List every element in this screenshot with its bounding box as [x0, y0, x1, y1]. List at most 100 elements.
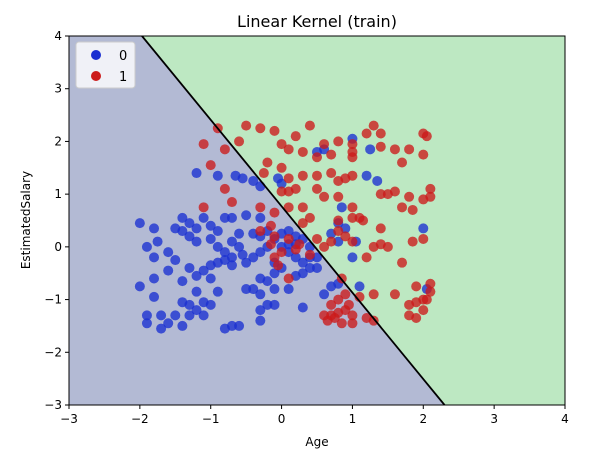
point-class-1: [255, 123, 266, 134]
point-class-1: [312, 152, 322, 163]
point-class-0: [234, 241, 245, 252]
point-class-0: [333, 236, 344, 247]
point-class-0: [205, 273, 216, 284]
point-class-0: [226, 260, 237, 271]
y-tick-label: 2: [54, 134, 62, 148]
point-class-0: [170, 255, 181, 266]
point-class-0: [255, 289, 266, 300]
point-class-1: [283, 273, 294, 284]
point-class-1: [273, 260, 284, 271]
y-tick-label: −1: [44, 293, 62, 307]
point-class-1: [326, 299, 337, 310]
point-class-0: [205, 299, 216, 310]
point-class-1: [297, 170, 308, 181]
point-class-1: [368, 120, 379, 131]
y-tick-label: −2: [44, 345, 62, 359]
point-class-1: [269, 231, 280, 242]
point-class-1: [347, 152, 358, 163]
x-tick-label: −3: [60, 412, 78, 426]
point-class-1: [290, 131, 301, 142]
point-class-1: [397, 257, 408, 268]
x-tick-label: 0: [278, 412, 286, 426]
point-class-0: [241, 257, 252, 268]
x-tick-label: −2: [131, 412, 149, 426]
point-class-0: [219, 255, 230, 266]
point-class-0: [163, 318, 174, 329]
point-class-1: [326, 236, 337, 247]
legend-label-class-0: 0: [119, 49, 127, 64]
point-class-1: [276, 139, 287, 150]
point-class-1: [407, 204, 418, 215]
point-class-0: [191, 305, 202, 316]
point-class-1: [283, 144, 294, 155]
x-tick-label: 3: [490, 412, 498, 426]
point-class-1: [297, 218, 308, 229]
point-class-1: [340, 231, 351, 242]
point-class-0: [297, 257, 308, 268]
plot-frame: [68, 35, 566, 406]
point-class-0: [248, 175, 259, 186]
point-class-1: [304, 120, 315, 131]
point-class-1: [258, 168, 269, 179]
point-class-1: [347, 310, 358, 321]
point-class-1: [265, 220, 276, 231]
point-class-0: [141, 318, 152, 329]
point-class-0: [184, 310, 195, 321]
y-axis-label: EstimatedSalary: [19, 171, 33, 269]
point-class-1: [425, 286, 436, 297]
point-class-0: [205, 233, 216, 244]
point-class-0: [152, 236, 163, 247]
y-tick-label: 1: [54, 187, 62, 201]
point-class-0: [163, 247, 174, 258]
point-class-1: [283, 173, 294, 184]
point-class-1: [361, 128, 372, 139]
point-class-1: [340, 289, 351, 300]
point-class-0: [276, 178, 287, 189]
point-class-0: [336, 202, 347, 213]
point-class-1: [265, 239, 276, 250]
point-class-1: [255, 202, 266, 213]
point-class-1: [326, 168, 337, 179]
point-class-0: [184, 231, 195, 242]
point-class-1: [347, 212, 358, 223]
point-class-1: [375, 141, 386, 152]
point-class-1: [304, 212, 315, 223]
point-class-1: [333, 175, 344, 186]
point-class-1: [389, 144, 400, 155]
point-class-1: [297, 202, 308, 213]
point-class-1: [333, 136, 344, 147]
point-class-1: [205, 160, 216, 171]
point-class-0: [255, 315, 266, 326]
x-tick-label: 2: [419, 412, 427, 426]
x-tick-label: 4: [561, 412, 569, 426]
point-class-1: [347, 318, 358, 329]
point-class-1: [418, 149, 429, 160]
point-class-1: [269, 252, 280, 263]
point-class-1: [368, 289, 379, 300]
point-class-1: [347, 170, 358, 181]
point-class-1: [255, 226, 266, 237]
point-class-1: [319, 310, 330, 321]
point-class-1: [326, 149, 337, 160]
point-class-1: [226, 197, 237, 208]
point-class-1: [375, 128, 386, 139]
point-class-1: [333, 191, 344, 202]
point-class-0: [372, 175, 383, 186]
legend: 0 1: [75, 41, 136, 89]
point-class-1: [336, 318, 347, 329]
point-class-1: [283, 233, 294, 244]
point-class-0: [361, 170, 372, 181]
point-class-0: [237, 173, 248, 184]
point-class-0: [191, 223, 202, 234]
point-class-0: [177, 212, 188, 223]
point-class-1: [382, 241, 393, 252]
point-class-0: [149, 223, 160, 234]
point-class-1: [425, 191, 436, 202]
point-class-0: [269, 268, 280, 279]
point-class-0: [237, 249, 248, 260]
point-class-1: [269, 125, 280, 136]
point-class-1: [262, 157, 273, 168]
point-class-1: [304, 249, 315, 260]
legend-box: [75, 41, 136, 89]
